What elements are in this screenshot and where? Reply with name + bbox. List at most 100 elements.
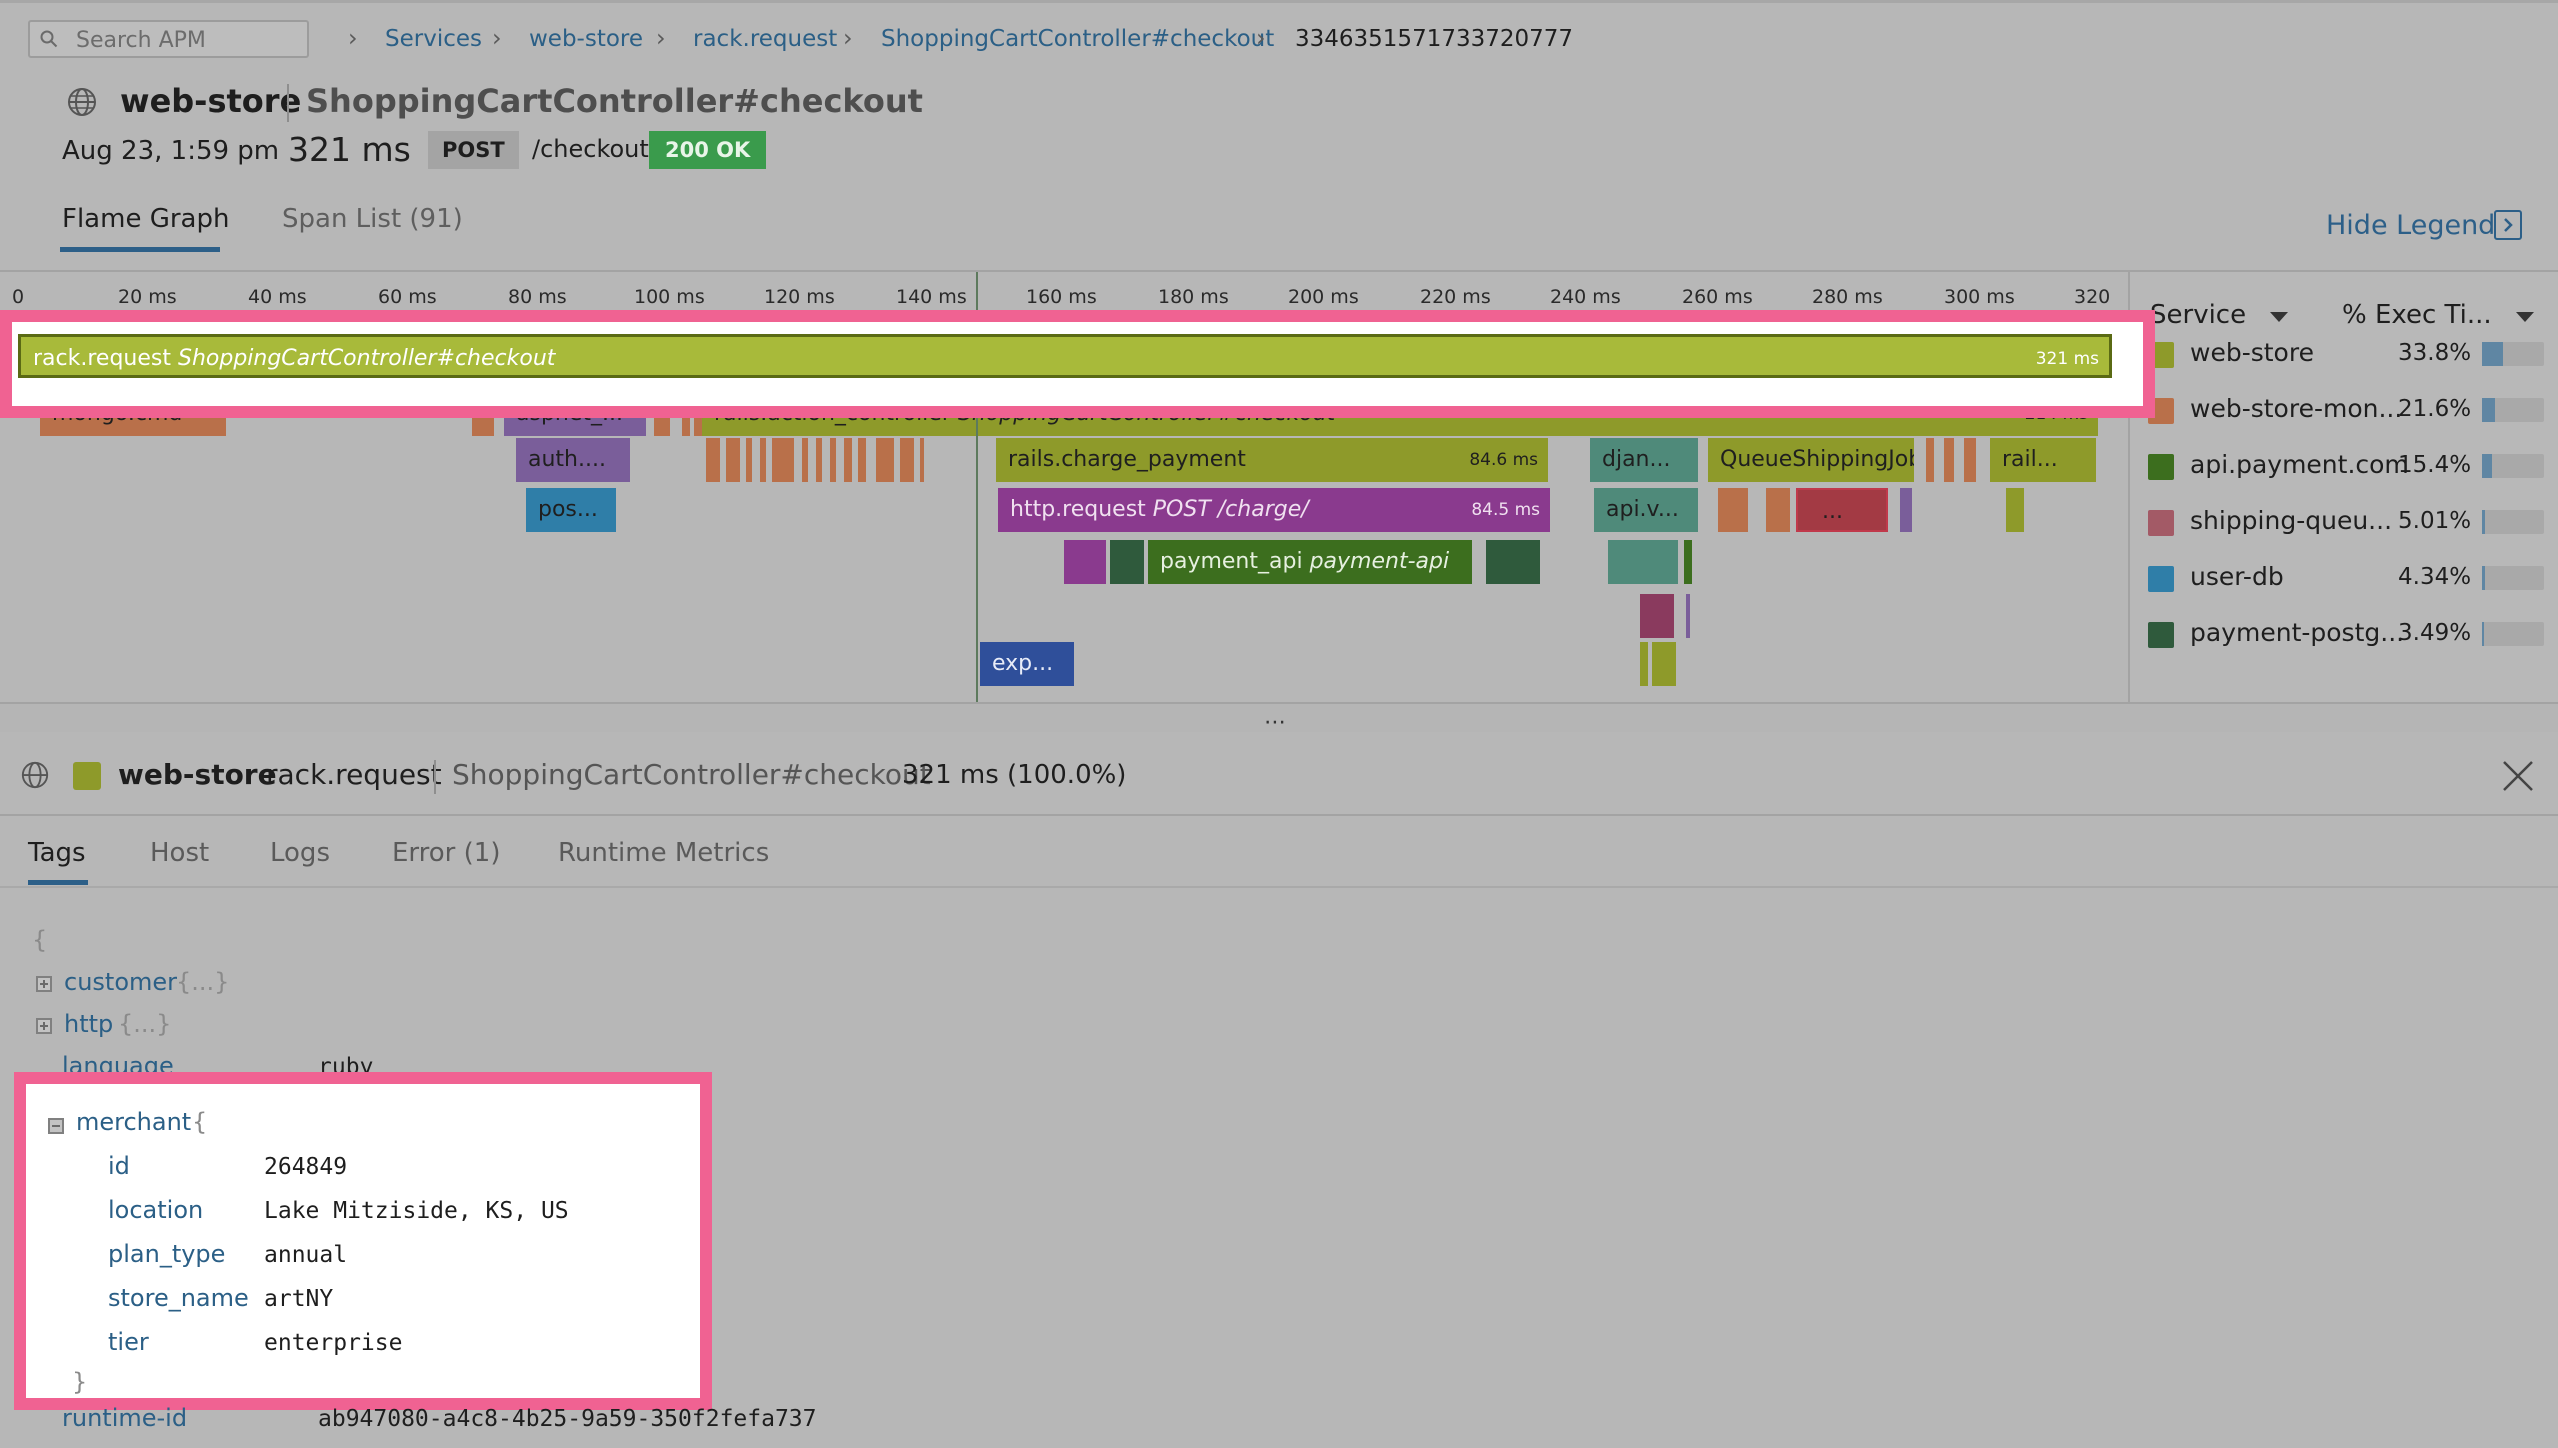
breadcrumb-operation[interactable]: rack.request xyxy=(693,26,838,52)
flame-span[interactable]: rails.charge_payment 84.6 ms xyxy=(996,438,1548,482)
span-duration: 84.5 ms xyxy=(1471,500,1540,520)
tag-key-merchant[interactable]: merchant xyxy=(76,1108,192,1136)
expand-icon[interactable] xyxy=(36,976,52,992)
span-label: api.v... xyxy=(1606,497,1679,522)
timeline-tick: 300 ms xyxy=(1944,286,2015,308)
flame-span[interactable]: pos... xyxy=(526,488,616,532)
breadcrumb-service[interactable]: web-store xyxy=(529,26,644,52)
breadcrumb-resource[interactable]: ShoppingCartController#checkout xyxy=(881,26,1275,52)
span-label: djan... xyxy=(1602,447,1671,472)
flame-span[interactable] xyxy=(1640,594,1674,638)
tab-flame-graph[interactable]: Flame Graph xyxy=(62,204,230,234)
legend-service-name: payment-postg... xyxy=(2190,618,2405,647)
flame-span[interactable]: api.v... xyxy=(1594,488,1698,532)
timeline-tick: 220 ms xyxy=(1420,286,1491,308)
expand-icon[interactable] xyxy=(36,1018,52,1034)
flame-span[interactable] xyxy=(1652,642,1676,686)
tab-tags[interactable]: Tags xyxy=(28,838,86,868)
timeline-tick: 40 ms xyxy=(248,286,307,308)
flame-span[interactable] xyxy=(830,438,836,482)
flame-span[interactable]: payment_api payment-api xyxy=(1148,540,1472,584)
flame-span[interactable] xyxy=(1964,438,1976,482)
service-color-swatch xyxy=(2148,510,2174,536)
span-duration: 321 ms xyxy=(2035,349,2099,369)
flame-span[interactable] xyxy=(1944,438,1954,482)
flame-span[interactable] xyxy=(1110,540,1144,584)
flame-span[interactable] xyxy=(1686,594,1690,638)
panel-splitter[interactable] xyxy=(0,702,2558,732)
service-title[interactable]: web-store xyxy=(120,82,302,120)
flame-span[interactable]: QueueShippingJob xyxy=(1708,438,1914,482)
flame-span[interactable] xyxy=(726,438,740,482)
legend-exec-bar xyxy=(2482,342,2544,366)
flame-span[interactable] xyxy=(1608,540,1678,584)
span-service[interactable]: web-store xyxy=(118,758,277,791)
flame-span[interactable] xyxy=(1718,488,1748,532)
flame-span[interactable] xyxy=(1900,488,1912,532)
flame-span[interactable] xyxy=(706,438,720,482)
tab-runtime-metrics[interactable]: Runtime Metrics xyxy=(558,838,770,868)
flame-span[interactable]: rail... xyxy=(1990,438,2096,482)
collapse-icon[interactable] xyxy=(48,1118,64,1134)
legend-exec-bar xyxy=(2482,398,2544,422)
flame-span[interactable] xyxy=(920,438,924,482)
flame-span[interactable] xyxy=(1486,540,1540,584)
chevron-down-icon[interactable] xyxy=(2270,312,2288,322)
search-input[interactable]: Search APM xyxy=(28,20,309,58)
legend-exec-bar-fill xyxy=(2482,342,2503,366)
divider xyxy=(287,84,289,122)
flame-span[interactable] xyxy=(746,438,752,482)
tag-key-customer[interactable]: customer xyxy=(64,968,178,996)
tab-span-list[interactable]: Span List (91) xyxy=(282,204,463,234)
flame-span[interactable] xyxy=(2006,488,2024,532)
highlight-merchant-tags: merchant { id 264849 location Lake Mitzi… xyxy=(14,1072,712,1410)
tab-host[interactable]: Host xyxy=(150,838,210,868)
flame-span[interactable] xyxy=(858,438,866,482)
collapse-panel-icon[interactable] xyxy=(2494,210,2522,240)
flame-span[interactable] xyxy=(1766,488,1790,532)
flame-span[interactable]: djan... xyxy=(1590,438,1698,482)
legend-exec-bar-fill xyxy=(2482,566,2485,590)
flame-span[interactable]: auth.... xyxy=(516,438,630,482)
flame-span[interactable] xyxy=(816,438,822,482)
flame-span[interactable] xyxy=(772,438,794,482)
flame-span[interactable]: http.request POST /charge/84.5 ms xyxy=(998,488,1550,532)
span-resource: ShoppingCartController#checkout xyxy=(177,346,556,371)
timeline-tick: 200 ms xyxy=(1288,286,1359,308)
flame-span[interactable] xyxy=(1684,540,1692,584)
legend-item[interactable]: api.payment.com 15.4% xyxy=(2130,446,2558,486)
chevron-down-icon[interactable] xyxy=(2516,312,2534,322)
breadcrumb-trace-id: 3346351571733720777 xyxy=(1295,26,1574,52)
flame-span[interactable] xyxy=(802,438,808,482)
legend-column-exec-time[interactable]: % Exec Ti... xyxy=(2342,300,2492,330)
flame-span[interactable] xyxy=(1640,642,1648,686)
root-span[interactable]: rack.request ShoppingCartController#chec… xyxy=(18,334,2112,378)
legend-item[interactable]: web-store 33.8% xyxy=(2130,334,2558,374)
collapsed-object[interactable]: {...} xyxy=(176,968,230,996)
top-border xyxy=(0,0,2558,3)
legend-item[interactable]: payment-postg... 3.49% xyxy=(2130,614,2558,654)
legend-item[interactable]: user-db 4.34% xyxy=(2130,558,2558,598)
legend-item[interactable]: web-store-mon... 21.6% xyxy=(2130,390,2558,430)
tab-error[interactable]: Error (1) xyxy=(392,838,501,868)
flame-span[interactable] xyxy=(844,438,852,482)
flame-span[interactable] xyxy=(876,438,894,482)
drag-handle-icon[interactable]: ⋯ xyxy=(1264,710,1287,735)
flame-span[interactable] xyxy=(1926,438,1934,482)
breadcrumb-services[interactable]: Services xyxy=(385,26,482,52)
tag-key-location: location xyxy=(108,1196,204,1224)
flame-span[interactable] xyxy=(1064,540,1106,584)
hide-legend-button[interactable]: Hide Legend xyxy=(2326,210,2496,241)
collapsed-object[interactable]: {...} xyxy=(118,1010,172,1038)
tag-key-http[interactable]: http xyxy=(64,1010,114,1038)
legend-item[interactable]: shipping-queu... 5.01% xyxy=(2130,502,2558,542)
legend-exec-bar-fill xyxy=(2482,622,2485,646)
flame-span[interactable]: exp... xyxy=(980,642,1074,686)
error-span[interactable]: ... xyxy=(1796,488,1888,532)
trace-duration: 321 ms xyxy=(288,130,411,169)
legend-column-service[interactable]: Service xyxy=(2150,300,2247,330)
flame-span[interactable] xyxy=(900,438,914,482)
flame-span[interactable] xyxy=(760,438,766,482)
close-icon[interactable] xyxy=(2500,758,2536,794)
tab-logs[interactable]: Logs xyxy=(270,838,330,868)
